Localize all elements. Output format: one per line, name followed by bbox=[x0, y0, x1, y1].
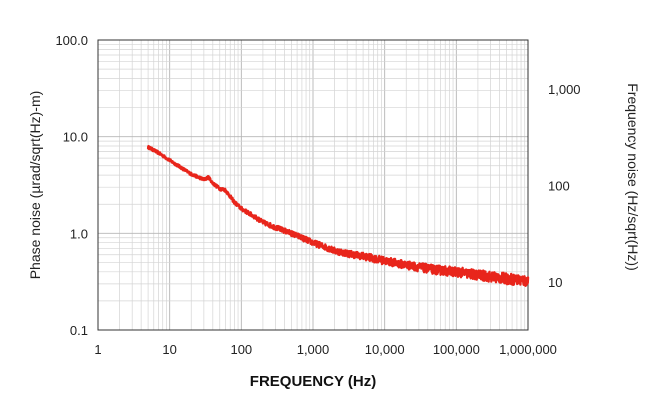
x-tick-label: 10,000 bbox=[365, 342, 405, 357]
x-tick-label: 100,000 bbox=[433, 342, 480, 357]
plot-frame bbox=[97, 39, 529, 331]
x-tick-labels: 1 10 100 1,000 10,000 100,000 1,000,000 bbox=[94, 342, 557, 357]
x-axis-label: FREQUENCY (Hz) bbox=[250, 373, 376, 390]
x-tick-label: 1 bbox=[94, 342, 101, 357]
x-tick-label: 100 bbox=[230, 342, 252, 357]
y2-tick-labels: 1,000 100 10 bbox=[548, 82, 581, 290]
y-tick-label: 0.1 bbox=[70, 323, 88, 338]
y2-tick-label: 1,000 bbox=[548, 82, 581, 97]
x-tick-label: 1,000,000 bbox=[499, 342, 557, 357]
y-axis-label: Phase noise (µrad/sqrt(Hz)-m) bbox=[27, 91, 43, 280]
grid bbox=[97, 40, 528, 331]
y-tick-labels: 100.0 10.0 1.0 0.1 bbox=[55, 33, 88, 338]
x-tick-label: 10 bbox=[162, 342, 176, 357]
series-line bbox=[146, 144, 530, 288]
y-tick-label: 1.0 bbox=[70, 226, 88, 241]
y-tick-label: 10.0 bbox=[63, 130, 88, 145]
y2-tick-label: 10 bbox=[548, 275, 562, 290]
y2-tick-label: 100 bbox=[548, 178, 570, 193]
y2-axis-label: Frequency noise (Hz/sqrt(Hz)) bbox=[625, 83, 641, 271]
x-tick-label: 1,000 bbox=[297, 342, 330, 357]
y-tick-label: 100.0 bbox=[55, 33, 88, 48]
